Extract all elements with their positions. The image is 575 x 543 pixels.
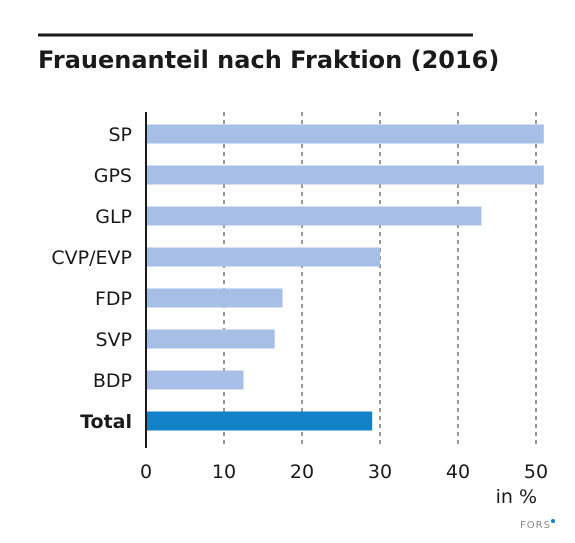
x-tick-labels: 0 10 20 30 40 50 xyxy=(140,461,548,483)
fors-logo-text: FORS xyxy=(520,520,551,531)
bars-layer xyxy=(146,124,544,431)
category-label-cvp-evp: CVP/EVP xyxy=(51,247,132,269)
bar-bdp xyxy=(146,370,244,390)
bar-cvp-evp xyxy=(146,247,380,267)
bar-svp xyxy=(146,329,275,349)
x-axis-unit-label: in % xyxy=(496,486,537,508)
bar-gps xyxy=(146,165,544,185)
grid-layer xyxy=(223,112,537,448)
x-tick-label-40: 40 xyxy=(446,461,470,483)
category-label-fdp: FDP xyxy=(95,288,132,310)
category-label-sp: SP xyxy=(108,124,132,146)
x-tick-label-30: 30 xyxy=(368,461,392,483)
fors-logo: FORS xyxy=(520,519,555,531)
chart-title: Frauenanteil nach Fraktion (2016) xyxy=(38,46,499,74)
category-label-total: Total xyxy=(80,411,132,433)
category-label-svp: SVP xyxy=(95,329,132,351)
bar-total xyxy=(146,411,373,431)
bar-fdp xyxy=(146,288,283,308)
category-label-glp: GLP xyxy=(95,206,132,228)
x-tick-label-20: 20 xyxy=(290,461,314,483)
bar-glp xyxy=(146,206,482,226)
category-label-bdp: BDP xyxy=(93,370,132,392)
fors-logo-mark-icon xyxy=(551,519,555,523)
x-tick-label-50: 50 xyxy=(524,461,548,483)
x-tick-label-0: 0 xyxy=(140,461,152,483)
category-labels: SP GPS GLP CVP/EVP FDP SVP BDP Total xyxy=(51,124,132,433)
bar-sp xyxy=(146,124,544,144)
category-label-gps: GPS xyxy=(94,165,132,187)
x-tick-label-10: 10 xyxy=(212,461,236,483)
